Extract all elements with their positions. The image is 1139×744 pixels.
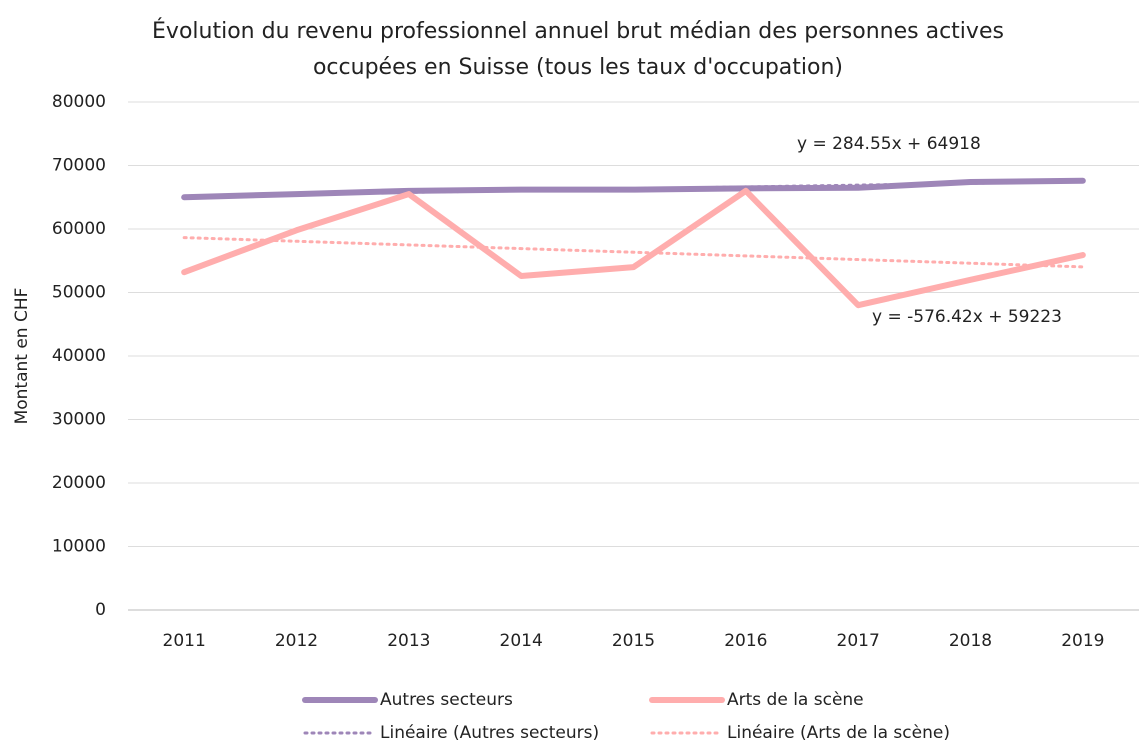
- y-tick-label: 50000: [52, 283, 106, 303]
- x-tick-label: 2014: [500, 631, 543, 651]
- y-tick-label: 40000: [52, 346, 106, 366]
- x-tick-label: 2015: [612, 631, 655, 651]
- legend-label: Arts de la scène: [727, 690, 864, 710]
- legend-label: Linéaire (Arts de la scène): [727, 723, 950, 743]
- series-line: [181, 187, 1086, 309]
- y-tick-label: 80000: [52, 92, 106, 112]
- chart-title: occupées en Suisse (tous les taux d'occu…: [313, 55, 843, 80]
- y-tick-label: 30000: [52, 410, 106, 430]
- trend-equation: y = 284.55x + 64918: [797, 134, 981, 154]
- x-tick-label: 2018: [949, 631, 992, 651]
- x-tick-label: 2019: [1061, 631, 1104, 651]
- x-tick-label: 2013: [387, 631, 430, 651]
- trend-equation: y = -576.42x + 59223: [872, 307, 1062, 327]
- y-tick-label: 20000: [52, 473, 106, 493]
- y-axis-label: Montant en CHF: [12, 288, 32, 425]
- y-tick-label: 0: [95, 600, 106, 620]
- x-tick-label: 2012: [275, 631, 318, 651]
- x-tick-label: 2016: [724, 631, 767, 651]
- x-tick-label: 2011: [163, 631, 206, 651]
- series-line: [181, 177, 1086, 201]
- y-tick-label: 60000: [52, 219, 106, 239]
- chart-title: Évolution du revenu professionnel annuel…: [152, 18, 1004, 44]
- series-line: [182, 236, 1085, 269]
- y-tick-label: 10000: [52, 537, 106, 557]
- y-tick-label: 70000: [52, 156, 106, 176]
- legend-label: Linéaire (Autres secteurs): [380, 723, 599, 743]
- legend-label: Autres secteurs: [380, 690, 513, 710]
- x-tick-label: 2017: [837, 631, 880, 651]
